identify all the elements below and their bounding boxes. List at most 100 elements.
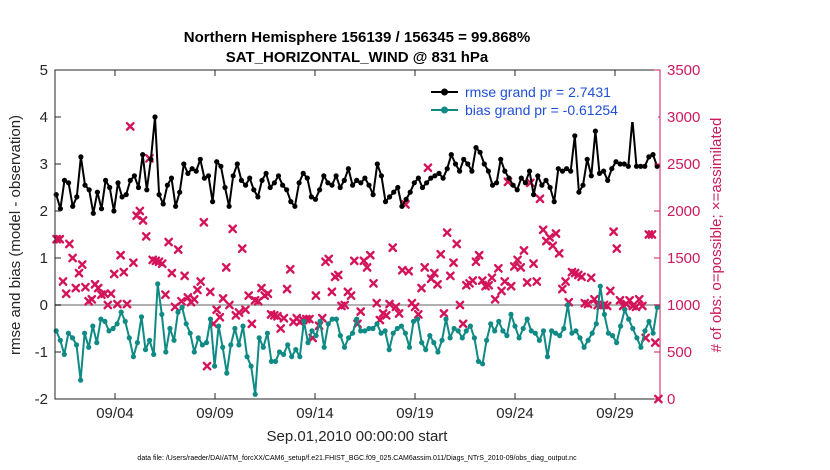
assimilated-count-marker: [385, 299, 394, 309]
bias-point: [585, 337, 591, 343]
bias-point: [325, 321, 331, 327]
rmse-point: [131, 173, 137, 179]
bias-point: [175, 309, 181, 315]
bias-point: [167, 325, 173, 332]
rmse-point: [465, 161, 471, 167]
rmse-point: [374, 161, 380, 167]
rmse-point: [263, 170, 269, 176]
bias-point: [268, 358, 274, 364]
bias-point: [212, 363, 218, 369]
y-tick-label-left: -1: [35, 344, 48, 361]
rmse-point: [358, 180, 364, 186]
assimilated-count-marker: [241, 305, 250, 315]
bias-point: [220, 344, 226, 350]
rmse-point: [247, 175, 253, 181]
rmse-point: [61, 177, 68, 183]
bias-point: [402, 330, 408, 336]
bias-point: [581, 344, 587, 350]
assimilated-count-marker: [228, 224, 238, 234]
rmse-point: [436, 170, 442, 176]
assimilated-count-marker: [215, 312, 225, 322]
assimilated-count-marker: [100, 289, 110, 299]
bias-point: [289, 354, 295, 360]
bias-point: [565, 302, 571, 308]
y-tick-label-right: 0: [667, 391, 675, 408]
bias-point: [435, 349, 441, 355]
assimilated-count-marker: [87, 294, 97, 304]
bias-point: [281, 351, 287, 357]
bias-point: [57, 337, 63, 343]
assimilated-count-marker: [468, 276, 478, 285]
rmse-point: [111, 208, 117, 214]
bias-point: [549, 328, 555, 334]
rmse-point: [633, 163, 640, 169]
assimilated-count-marker: [119, 267, 129, 277]
bias-point: [134, 340, 140, 346]
assimilated-count-marker: [125, 122, 135, 131]
bias-point: [122, 318, 128, 324]
legend-bias-marker: [441, 106, 448, 114]
bias-point: [65, 330, 71, 336]
bias-point: [191, 349, 197, 355]
rmse-point: [350, 182, 356, 188]
assimilated-count-marker: [65, 239, 74, 249]
assimilated-count-marker: [532, 277, 542, 286]
rmse-point: [370, 192, 376, 198]
bias-point: [187, 330, 193, 336]
assimilated-count-marker: [58, 277, 68, 286]
rmse-point: [382, 199, 389, 205]
rmse-point: [531, 192, 537, 198]
bias-point: [618, 323, 624, 329]
assimilated-count-marker: [365, 250, 375, 260]
assimilated-count-marker: [180, 271, 190, 281]
bias-point: [630, 325, 636, 332]
bias-point: [98, 316, 104, 322]
assimilated-count-marker: [557, 284, 567, 294]
assimilated-count-marker: [513, 255, 522, 265]
rmse-point: [489, 182, 496, 188]
bias-point: [561, 325, 567, 332]
rmse-point: [440, 175, 446, 181]
bias-point: [516, 335, 522, 341]
y-tick-label-right: 2000: [667, 203, 700, 220]
bias-point: [589, 330, 595, 336]
x-tick-label: 09/19: [396, 405, 434, 422]
bias-point: [423, 347, 429, 353]
bias-point: [378, 330, 384, 336]
bias-point: [82, 330, 88, 336]
assimilated-count-marker: [506, 281, 516, 291]
assimilated-count-marker: [324, 254, 334, 264]
bias-point: [151, 351, 157, 357]
rmse-point: [646, 154, 652, 160]
assimilated-count-marker: [612, 244, 622, 253]
assimilated-count-marker: [221, 263, 231, 272]
bias-point: [532, 330, 538, 336]
assimilated-count-marker: [346, 291, 356, 300]
bias-point: [305, 340, 311, 346]
bias-point: [256, 335, 262, 341]
y-tick-label-right: 1500: [667, 250, 700, 267]
assimilated-count-marker: [637, 301, 647, 311]
bias-point: [504, 333, 510, 339]
bias-point: [601, 311, 608, 317]
assimilated-count-marker: [164, 237, 174, 247]
rmse-point: [234, 161, 240, 167]
rmse-point: [625, 163, 631, 169]
bias-point: [634, 335, 640, 341]
assimilated-count-marker: [413, 310, 423, 319]
y-tick-label-right: 3500: [667, 62, 700, 79]
assimilated-count-marker: [417, 283, 426, 293]
assimilated-count-marker: [388, 243, 398, 253]
bias-point: [536, 337, 543, 343]
rmse-point: [243, 182, 249, 188]
rmse-point: [564, 166, 570, 172]
rmse-point: [638, 163, 644, 169]
rmse-point: [452, 161, 459, 167]
assimilated-count-marker: [161, 290, 170, 300]
bias-point: [216, 323, 222, 329]
rmse-point: [177, 189, 183, 195]
bias-point: [459, 335, 465, 341]
rmse-point: [57, 206, 64, 212]
assimilated-count-marker: [625, 295, 634, 305]
bias-point: [455, 328, 461, 334]
